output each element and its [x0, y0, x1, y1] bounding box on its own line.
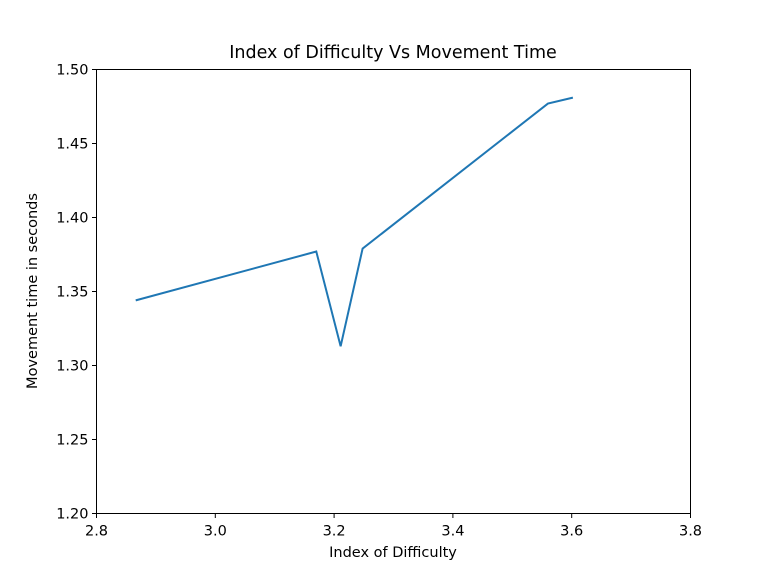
x-tick-label: 3.6 — [560, 524, 583, 540]
y-tick-label: 1.40 — [56, 211, 88, 227]
plot-lines — [135, 96, 574, 347]
x-axis-label: Index of Difficulty — [329, 545, 457, 561]
y-tick-label: 1.50 — [56, 63, 88, 79]
series-line-0 — [135, 96, 574, 347]
x-tick-label: 2.8 — [85, 524, 108, 540]
x-tick-label: 3.8 — [679, 524, 702, 540]
y-tick-label: 1.30 — [56, 359, 88, 375]
x-tick-label: 3.2 — [323, 524, 346, 540]
x-axis-ticks: 2.8 3.0 3.2 3.4 3.6 3.8 — [85, 513, 702, 540]
chart-title: Index of Difficulty Vs Movement Time — [229, 43, 557, 63]
y-tick-label: 1.45 — [56, 137, 88, 153]
y-axis-label: Movement time in seconds — [25, 193, 41, 389]
x-tick-label: 3.0 — [204, 524, 227, 540]
x-tick-label: 3.4 — [441, 524, 464, 540]
plot-frame — [96, 69, 691, 514]
y-tick-label: 1.20 — [56, 507, 88, 523]
y-tick-label: 1.25 — [56, 433, 88, 449]
y-tick-label: 1.35 — [56, 285, 88, 301]
y-axis-ticks: 1.20 1.25 1.30 1.35 1.40 1.45 1.50 — [56, 63, 97, 523]
